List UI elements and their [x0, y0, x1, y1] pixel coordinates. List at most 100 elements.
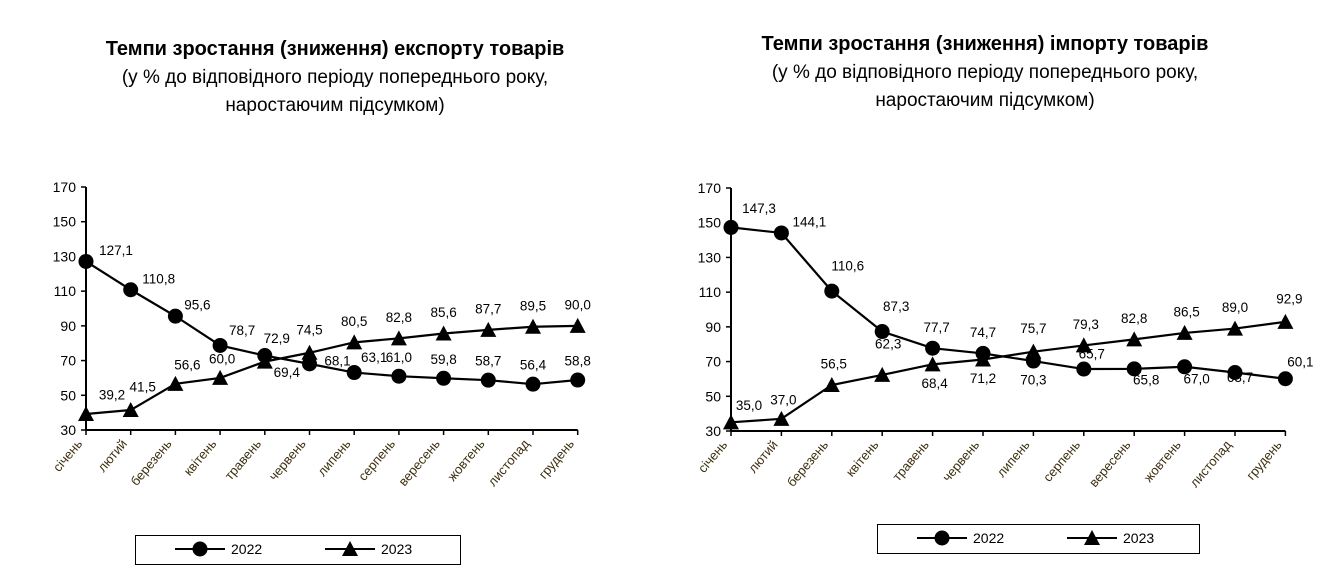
- data-point-2023: [1277, 313, 1294, 329]
- y-tick-label: 50: [60, 387, 76, 403]
- data-point-2022: [391, 368, 407, 384]
- export-legend-box: [135, 535, 461, 565]
- data-label-2023: 86,5: [1173, 304, 1199, 319]
- export-chart-title: Темпи зростання (зниження) експорту това…: [35, 34, 635, 120]
- x-tick-label: вересень: [395, 436, 443, 489]
- data-label-2023: 74,5: [296, 322, 322, 337]
- data-label-2023: 68,4: [921, 376, 948, 391]
- data-point-2023: [569, 317, 586, 333]
- data-point-2023: [78, 406, 94, 422]
- x-tick-label: серпень: [355, 436, 398, 483]
- data-label-2023: 60,0: [209, 351, 235, 366]
- data-point-2022: [78, 253, 94, 269]
- title: Темпи зростання (зниження) імпорту товар…: [761, 33, 1209, 55]
- y-tick-label: 90: [60, 318, 76, 334]
- x-tick-label: липень: [994, 437, 1033, 480]
- y-tick-label: 110: [699, 284, 722, 300]
- data-point-2022: [925, 340, 941, 356]
- data-label-2022: 110,6: [831, 259, 864, 274]
- data-point-2023: [773, 410, 790, 426]
- data-label-2022: 68,1: [324, 353, 350, 368]
- data-label-2022: 144,1: [793, 215, 827, 230]
- data-label-2022: 63,1: [361, 350, 387, 365]
- y-tick-label: 130: [53, 248, 77, 264]
- data-point-2023: [975, 351, 991, 367]
- subtitle-line1: (у % до відповідного періоду попередньог…: [771, 62, 1199, 83]
- data-point-2022: [874, 324, 890, 340]
- y-tick-label: 90: [705, 319, 721, 335]
- data-point-2023: [1176, 324, 1193, 340]
- data-label-2022: 147,3: [742, 201, 776, 216]
- data-label-2022: 56,4: [520, 358, 547, 373]
- data-label-2023: 90,0: [565, 297, 591, 312]
- x-tick-label: вересень: [1086, 437, 1134, 490]
- x-tick-label: листопад: [485, 436, 533, 489]
- x-tick-label: березень: [784, 437, 831, 489]
- data-label-2023: 69,4: [274, 365, 301, 380]
- data-point-2022: [436, 370, 452, 386]
- data-label-2022: 110,8: [142, 271, 175, 286]
- data-point-2023: [924, 356, 941, 372]
- data-label-2022: 70,3: [1020, 373, 1046, 388]
- x-tick-label: червень: [939, 437, 982, 484]
- x-tick-label: листопад: [1187, 437, 1235, 490]
- series-line-2022: [730, 226, 1286, 380]
- data-point-2023: [1126, 331, 1143, 347]
- import-chart: 30 50 70 90 110 130 150 170 січень лютий березень к…: [695, 180, 1314, 546]
- data-label-2023: 92,9: [1276, 291, 1302, 306]
- x-tick-label: квітень: [843, 437, 882, 479]
- data-label-2022: 127,1: [99, 243, 133, 258]
- y-tick-label: 150: [53, 214, 77, 230]
- x-tick-label: січень: [50, 436, 86, 474]
- x-tick-label: жовтень: [1141, 437, 1184, 485]
- x-tick-label: грудень: [1243, 437, 1285, 483]
- y-tick-label: 110: [54, 283, 77, 299]
- data-label-2023: 79,3: [1073, 317, 1099, 332]
- data-label-2023: 82,8: [1121, 311, 1147, 326]
- x-tick-label: лютий: [94, 436, 130, 474]
- x-tick-label: квітень: [181, 436, 220, 478]
- data-point-2022: [1076, 361, 1092, 377]
- data-point-2023: [435, 325, 452, 341]
- legend-marker-2022: [192, 541, 208, 557]
- data-point-2023: [212, 369, 229, 385]
- data-label-2022: 72,9: [264, 331, 290, 346]
- data-point-2023: [346, 334, 363, 350]
- data-point-2023: [256, 353, 273, 369]
- data-label-2022: 77,7: [923, 320, 949, 335]
- data-label-2022: 95,6: [184, 298, 210, 313]
- legend-marker-2023: [1084, 530, 1100, 545]
- title: Темпи зростання (зниження) експорту това…: [105, 38, 565, 60]
- data-point-2023: [167, 375, 184, 391]
- series-line-2023: [730, 320, 1286, 424]
- data-label-2022: 65,8: [1133, 372, 1159, 387]
- data-label-2023: 56,5: [821, 357, 847, 372]
- data-point-2023: [723, 414, 739, 430]
- x-tick-label: липень: [314, 436, 353, 479]
- y-tick-label: 170: [698, 180, 722, 196]
- x-tick-label: червень: [266, 436, 309, 483]
- data-label-2023: 41,5: [130, 380, 156, 395]
- x-tick-label: травень: [222, 436, 265, 483]
- legend-marker-2022: [934, 530, 950, 546]
- data-point-2023: [480, 321, 497, 337]
- data-point-2022: [480, 372, 496, 388]
- data-label-2023: 87,7: [475, 301, 501, 316]
- data-label-2023: 39,2: [99, 388, 125, 403]
- data-label-2022: 59,8: [430, 352, 456, 367]
- data-point-2022: [212, 337, 228, 353]
- data-point-2022: [1126, 361, 1142, 377]
- y-tick-label: 170: [53, 179, 77, 195]
- x-tick-label: травень: [889, 437, 932, 484]
- x-tick-label: січень: [695, 437, 731, 475]
- data-label-2023: 89,0: [1222, 300, 1248, 315]
- data-point-2023: [301, 344, 318, 360]
- data-label-2023: 80,5: [341, 314, 367, 329]
- subtitle-line1: (у % до відповідного періоду попередньог…: [121, 67, 549, 88]
- legend-marker-2023: [342, 541, 358, 556]
- data-point-2023: [823, 377, 840, 393]
- data-point-2022: [1277, 371, 1293, 387]
- data-point-2022: [1227, 365, 1243, 381]
